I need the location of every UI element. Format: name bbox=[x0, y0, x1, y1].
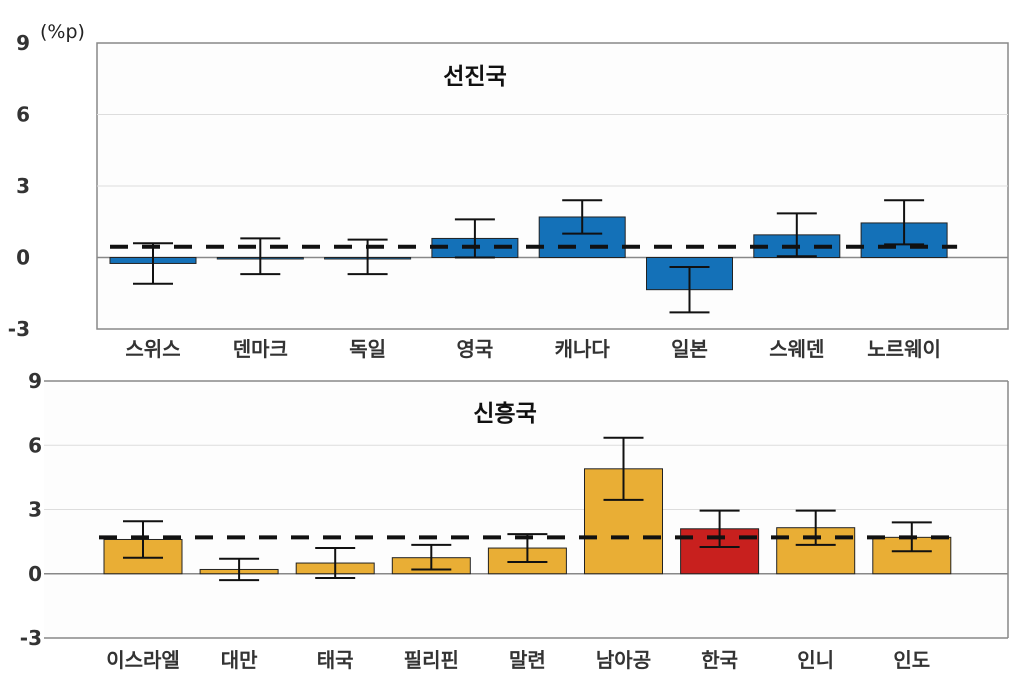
y-tick-label: -3 bbox=[8, 317, 30, 341]
x-tick-label: 이스라엘 bbox=[106, 648, 180, 672]
y-unit-label: (%p) bbox=[40, 21, 85, 43]
x-tick-label: 캐나다 bbox=[555, 337, 611, 361]
y-tick-label: 0 bbox=[16, 246, 30, 270]
x-tick-label: 인니 bbox=[797, 648, 834, 672]
y-tick-label: 0 bbox=[28, 562, 42, 586]
x-tick-label: 노르웨이 bbox=[867, 337, 941, 361]
x-tick-label: 일본 bbox=[671, 337, 708, 361]
x-tick-label: 스웨덴 bbox=[769, 337, 824, 361]
y-tick-label: 3 bbox=[16, 174, 30, 198]
x-tick-label: 덴마크 bbox=[233, 337, 288, 361]
y-tick-label: 9 bbox=[28, 369, 42, 393]
y-tick-label: 6 bbox=[28, 433, 42, 457]
x-tick-label: 영국 bbox=[456, 337, 493, 361]
y-tick-label: 9 bbox=[16, 31, 30, 55]
x-tick-label: 독일 bbox=[349, 337, 386, 361]
x-tick-label: 대만 bbox=[221, 648, 258, 672]
x-tick-label: 한국 bbox=[701, 648, 738, 672]
x-tick-label: 말련 bbox=[509, 648, 546, 672]
x-tick-label: 스위스 bbox=[125, 337, 180, 361]
panel-title-advanced: 선진국 bbox=[443, 64, 506, 90]
panel-title-emerging: 신흥국 bbox=[473, 401, 536, 427]
y-tick-label: 3 bbox=[28, 498, 42, 522]
y-tick-label: -3 bbox=[20, 626, 42, 650]
x-tick-label: 남아공 bbox=[596, 648, 651, 672]
x-tick-label: 인도 bbox=[893, 648, 930, 672]
y-tick-label: 6 bbox=[16, 103, 30, 127]
x-tick-label: 태국 bbox=[317, 648, 354, 672]
x-tick-label: 필리핀 bbox=[404, 648, 459, 672]
